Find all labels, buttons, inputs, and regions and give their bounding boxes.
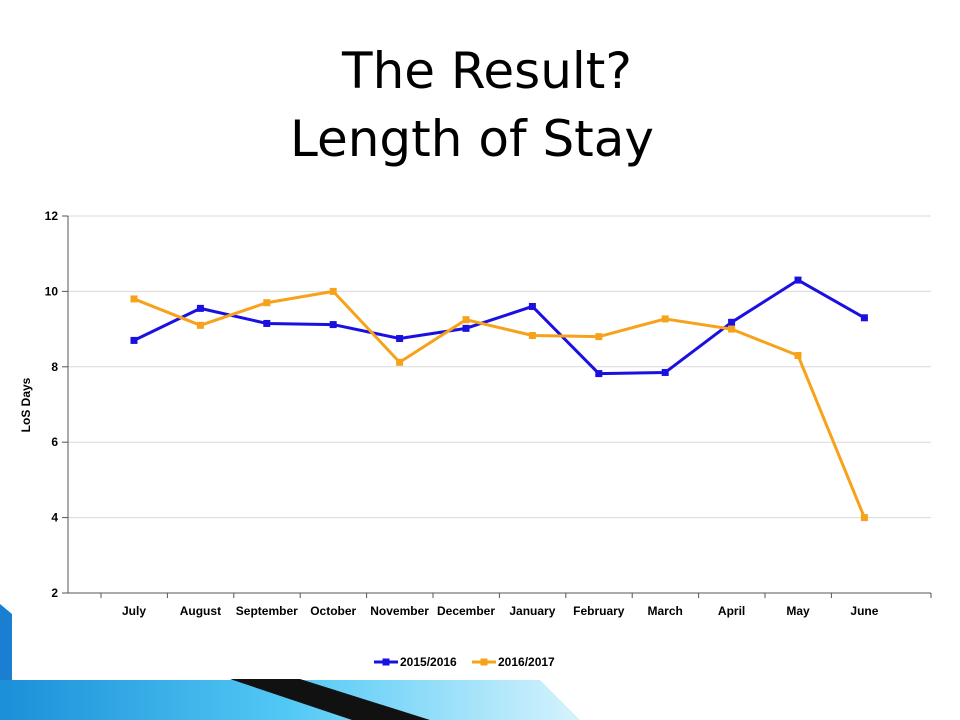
slide-subtitle: Length of Stay [290, 110, 655, 168]
data-point [528, 332, 536, 340]
x-tick-label: May [786, 604, 810, 618]
x-axis-ticks: July August September October November Decemb… [100, 593, 932, 618]
data-point [196, 321, 204, 329]
data-point [595, 333, 603, 341]
legend-item: 2015/2016 [374, 655, 457, 669]
data-point [130, 336, 138, 344]
x-tick-label: October [310, 604, 356, 618]
data-point [263, 319, 271, 327]
x-tick-label: February [573, 604, 625, 618]
data-point [196, 304, 204, 312]
chart-series [130, 276, 868, 522]
x-tick-label: September [236, 604, 298, 618]
y-tick-label: 6 [51, 435, 58, 449]
series-line [133, 278, 866, 376]
legend-item: 2016/2017 [472, 655, 555, 669]
legend-label: 2016/2017 [498, 655, 555, 669]
decorative-swoosh [0, 604, 580, 720]
legend-label: 2015/2016 [400, 655, 457, 669]
legend-marker [480, 658, 488, 666]
swoosh-blue-band [0, 680, 580, 720]
x-tick-label: November [370, 604, 429, 618]
series-2016/2017 [130, 287, 868, 522]
x-tick-label: December [437, 604, 495, 618]
y-tick-label: 4 [51, 511, 58, 525]
data-point [329, 321, 337, 329]
chart-legend: 2015/2016 2016/2017 [374, 655, 555, 669]
y-axis-ticks: 2 4 6 8 10 12 [45, 209, 68, 600]
data-point [860, 314, 868, 322]
y-tick-label: 2 [51, 586, 58, 600]
x-tick-label: July [122, 604, 146, 618]
slide-title: The Result? [342, 42, 632, 100]
data-point [396, 335, 404, 343]
y-tick-label: 12 [45, 209, 59, 223]
data-point [329, 287, 337, 295]
data-point [595, 370, 603, 378]
swoosh-black-band [230, 679, 430, 720]
y-tick-label: 10 [45, 284, 59, 298]
x-tick-label: March [648, 604, 683, 618]
data-point [860, 514, 868, 522]
data-point [728, 325, 736, 333]
data-point [661, 368, 669, 376]
legend-marker [382, 658, 390, 666]
data-point [794, 276, 802, 284]
x-tick-label: June [850, 604, 878, 618]
x-tick-label: January [509, 604, 555, 618]
data-point [462, 316, 470, 324]
swoosh-left-stripe [0, 604, 12, 680]
y-axis-label: LoS Days [19, 377, 33, 432]
data-point [728, 318, 736, 326]
x-tick-label: August [180, 604, 221, 618]
data-point [794, 351, 802, 359]
data-point [462, 324, 470, 332]
data-point [263, 299, 271, 307]
data-point [661, 315, 669, 323]
y-tick-label: 8 [51, 360, 58, 374]
data-point [528, 302, 536, 310]
data-point [396, 358, 404, 366]
series-2015/2016 [130, 276, 868, 378]
series-line [133, 289, 866, 519]
chart-grid [68, 215, 931, 519]
chart-axes [67, 216, 931, 594]
data-point [130, 295, 138, 303]
x-tick-label: April [718, 604, 745, 618]
